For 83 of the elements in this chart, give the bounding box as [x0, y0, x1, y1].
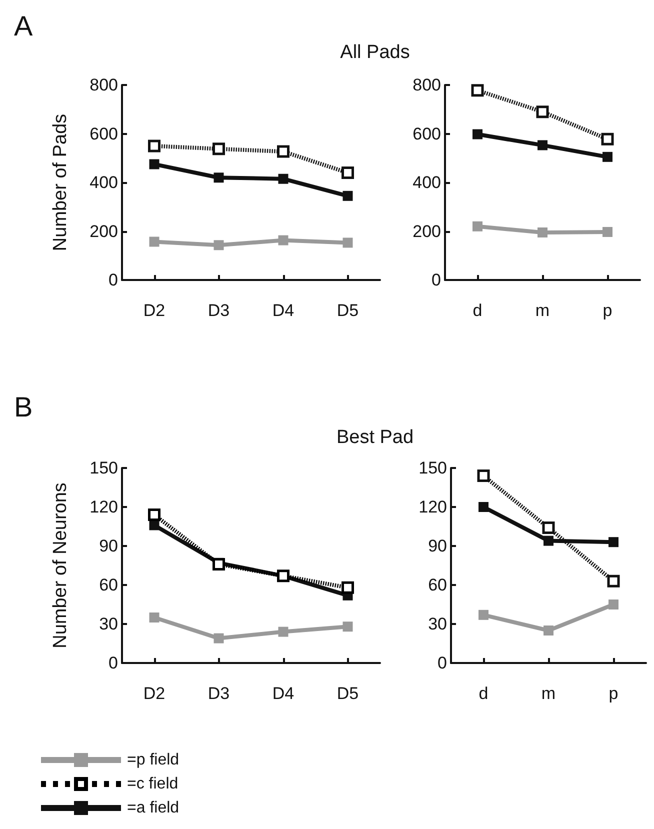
- y-tick-label: 120: [418, 498, 447, 516]
- y-tick-label: 800: [90, 76, 118, 94]
- point: [602, 226, 612, 237]
- text: B: [14, 392, 33, 422]
- point: [148, 508, 160, 522]
- x-tick-label: p: [608, 684, 618, 703]
- x-tick-label: D4: [272, 301, 294, 320]
- point: [214, 240, 224, 250]
- y-tick-label: 600: [412, 124, 441, 144]
- point: [471, 84, 484, 97]
- point: [149, 236, 160, 247]
- point: [342, 581, 354, 594]
- text: A: [14, 10, 33, 42]
- point: [342, 166, 354, 179]
- legend-label: =a field: [127, 800, 180, 816]
- point: [342, 238, 353, 248]
- point: [212, 142, 225, 156]
- y-tick-label: 30: [428, 614, 447, 634]
- x-tick-label: m: [541, 684, 556, 703]
- point: [278, 235, 288, 246]
- x-tick-label: D2: [143, 301, 166, 320]
- y-tick-label: 0: [432, 270, 441, 290]
- point: [536, 106, 549, 118]
- legend-label: =c field: [127, 776, 178, 792]
- point: [149, 159, 160, 170]
- y-tick-label: 30: [99, 614, 118, 634]
- x-tick-label: d: [478, 684, 488, 703]
- point: [342, 190, 353, 201]
- point: [278, 174, 288, 184]
- y-tick-label: 200: [412, 222, 441, 241]
- point: [478, 502, 488, 512]
- point: [608, 600, 618, 610]
- y-tick-label: 120: [90, 498, 118, 516]
- point: [538, 227, 548, 238]
- legend-label: =p field: [127, 752, 180, 768]
- point: [342, 622, 353, 632]
- y-axis-title: Number of Pads: [50, 114, 71, 252]
- y-tick-label: 150: [90, 458, 118, 478]
- x-tick-label: p: [602, 301, 612, 320]
- point: [544, 626, 554, 636]
- point: [277, 145, 290, 158]
- point: [538, 140, 548, 150]
- chart-title: Best Pad: [336, 427, 414, 448]
- y-tick-label: 0: [438, 654, 447, 672]
- x-tick-label: D3: [208, 684, 230, 703]
- y-tick-label: 150: [418, 458, 447, 478]
- y-tick-label: 0: [108, 654, 118, 672]
- y-tick-label: 60: [428, 576, 447, 594]
- point: [212, 558, 225, 570]
- y-tick-label: 600: [90, 124, 118, 144]
- point: [148, 140, 160, 152]
- y-tick-label: 400: [412, 173, 441, 192]
- point: [601, 132, 614, 146]
- point: [607, 574, 620, 588]
- x-tick-label: D5: [336, 301, 359, 320]
- point: [278, 626, 288, 637]
- x-tick-label: D3: [208, 301, 230, 320]
- x-tick-label: D4: [272, 684, 294, 703]
- point: [214, 172, 224, 183]
- x-tick-label: D5: [336, 684, 359, 703]
- x-tick-label: m: [535, 301, 550, 320]
- point: [472, 129, 482, 140]
- point: [478, 610, 488, 620]
- point: [472, 221, 482, 232]
- y-tick-label: 90: [99, 536, 118, 556]
- point: [477, 470, 490, 482]
- point: [544, 536, 554, 546]
- y-tick-label: 200: [90, 222, 118, 241]
- point: [149, 520, 160, 530]
- y-tick-label: 0: [108, 270, 118, 290]
- x-tick-label: D2: [143, 684, 166, 703]
- y-tick-label: 800: [412, 76, 441, 94]
- y-tick-label: 400: [90, 173, 118, 192]
- point: [149, 612, 160, 622]
- chart-title: All Pads: [340, 42, 410, 63]
- x-tick-label: d: [472, 301, 482, 320]
- y-tick-label: 60: [99, 576, 118, 594]
- y-axis-title: Number of Neurons: [50, 482, 71, 648]
- point: [214, 633, 224, 644]
- y-tick-label: 90: [428, 536, 447, 556]
- point: [608, 537, 618, 548]
- point: [602, 152, 612, 162]
- point: [542, 522, 555, 534]
